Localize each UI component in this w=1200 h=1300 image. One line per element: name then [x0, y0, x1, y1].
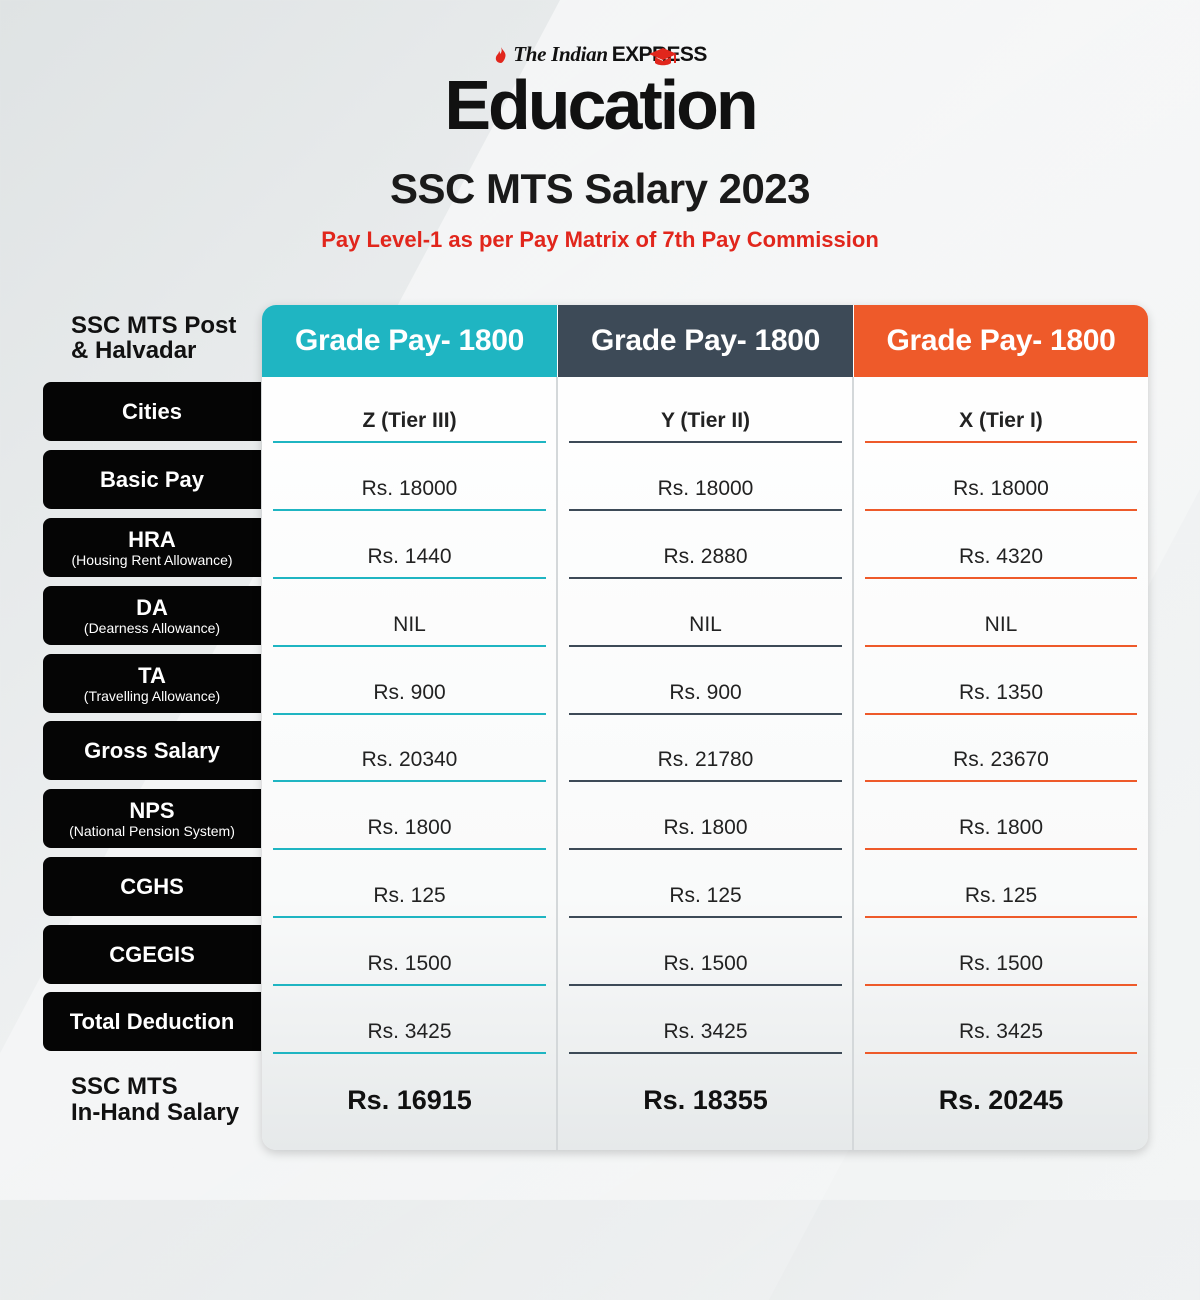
row-label-cghs: CGHS: [43, 857, 261, 916]
cell-ta: Rs. 900: [273, 673, 546, 715]
cell-nps: Rs. 1800: [273, 808, 546, 850]
cell-hra: Rs. 1440: [273, 537, 546, 579]
row-label-cgegis: CGEGIS: [43, 925, 261, 984]
post-label-line2: & Halvadar: [71, 337, 197, 364]
row-label-main: HRA: [128, 526, 176, 552]
product-name: Education: [444, 66, 758, 144]
in-hand-label-line2: In-Hand Salary: [71, 1099, 240, 1126]
cell-total-deduction: Rs. 3425: [569, 1012, 842, 1054]
cell-city: X (Tier I): [865, 401, 1137, 443]
column-tier-3: Grade Pay- 1800 Z (Tier III) Rs. 18000 R…: [262, 305, 557, 1150]
cell-city: Y (Tier II): [569, 401, 842, 443]
salary-table: Grade Pay- 1800 Z (Tier III) Rs. 18000 R…: [262, 305, 1148, 1150]
page-subtitle: Pay Level-1 as per Pay Matrix of 7th Pay…: [321, 227, 879, 252]
cell-nps: Rs. 1800: [569, 808, 842, 850]
row-label-da: DA (Dearness Allowance): [43, 586, 261, 645]
cell-total-deduction: Rs. 3425: [865, 1012, 1137, 1054]
row-label-main: Gross Salary: [84, 737, 220, 763]
cell-da: NIL: [569, 605, 842, 647]
row-label-main: TA: [138, 662, 166, 688]
row-label-main: NPS: [129, 797, 175, 823]
row-label-cities: Cities: [43, 382, 261, 441]
brand-logo: The IndianEXPRESS Education: [0, 42, 1200, 140]
row-label-total-deduction: Total Deduction: [43, 992, 261, 1051]
row-label-main: Basic Pay: [100, 466, 204, 492]
cell-cghs: Rs. 125: [569, 876, 842, 918]
in-hand-label: SSC MTS In-Hand Salary: [71, 1074, 239, 1126]
publisher-prefix: The Indian: [513, 42, 608, 66]
in-hand-label-line1: SSC MTS: [71, 1073, 178, 1100]
column-header: Grade Pay- 1800: [262, 305, 557, 377]
cell-ta: Rs. 900: [569, 673, 842, 715]
cell-ta: Rs. 1350: [865, 673, 1137, 715]
cell-da: NIL: [273, 605, 546, 647]
row-label-main: Total Deduction: [69, 1008, 235, 1034]
cell-gross-salary: Rs. 21780: [569, 740, 842, 782]
cell-city: Z (Tier III): [273, 401, 546, 443]
post-label-line1: SSC MTS Post: [71, 312, 237, 339]
cell-in-hand-salary: Rs. 20245: [938, 1084, 1064, 1115]
row-label-main: DA: [136, 594, 168, 620]
cell-in-hand-salary: Rs. 16915: [347, 1084, 472, 1115]
cell-gross-salary: Rs. 23670: [865, 740, 1137, 782]
column-header: Grade Pay- 1800: [854, 305, 1148, 377]
column-divider: [852, 377, 854, 1150]
column-tier-2: Grade Pay- 1800 Y (Tier II) Rs. 18000 Rs…: [558, 305, 853, 1150]
cell-basic-pay: Rs. 18000: [865, 469, 1137, 511]
row-label-gross-salary: Gross Salary: [43, 721, 261, 780]
column-header: Grade Pay- 1800: [558, 305, 853, 377]
row-label-main: Cities: [122, 398, 182, 424]
cell-hra: Rs. 4320: [865, 537, 1137, 579]
row-label-sub: (Travelling Allowance): [83, 687, 221, 704]
page-title: SSC MTS Salary 2023: [389, 165, 811, 212]
row-label-hra: HRA (Housing Rent Allowance): [43, 518, 261, 577]
cell-in-hand-salary: Rs. 18355: [643, 1084, 768, 1115]
cell-cghs: Rs. 125: [865, 876, 1137, 918]
cell-cgegis: Rs. 1500: [569, 944, 842, 986]
row-label-sub: (Housing Rent Allowance): [71, 551, 233, 568]
cell-total-deduction: Rs. 3425: [273, 1012, 546, 1054]
cell-basic-pay: Rs. 18000: [569, 469, 842, 511]
row-label-main: CGEGIS: [109, 941, 195, 967]
cell-nps: Rs. 1800: [865, 808, 1137, 850]
column-divider: [556, 377, 558, 1150]
cell-cghs: Rs. 125: [273, 876, 546, 918]
cell-cgegis: Rs. 1500: [273, 944, 546, 986]
cell-hra: Rs. 2880: [569, 537, 842, 579]
row-label-sub: (National Pension System): [69, 822, 235, 839]
flame-icon: [496, 46, 506, 63]
cell-basic-pay: Rs. 18000: [273, 469, 546, 511]
row-label-ta: TA (Travelling Allowance): [43, 654, 261, 713]
row-label-nps: NPS (National Pension System): [43, 789, 261, 848]
row-label-basic-pay: Basic Pay: [43, 450, 261, 509]
cell-gross-salary: Rs. 20340: [273, 740, 546, 782]
column-tier-1: Grade Pay- 1800 X (Tier I) Rs. 18000 Rs.…: [854, 305, 1148, 1150]
post-label: SSC MTS Post & Halvadar: [71, 313, 236, 363]
row-label-sub: (Dearness Allowance): [83, 619, 221, 636]
cell-da: NIL: [865, 605, 1137, 647]
cell-cgegis: Rs. 1500: [865, 944, 1137, 986]
graduation-cap-icon: [649, 48, 677, 66]
row-label-main: CGHS: [120, 873, 184, 899]
